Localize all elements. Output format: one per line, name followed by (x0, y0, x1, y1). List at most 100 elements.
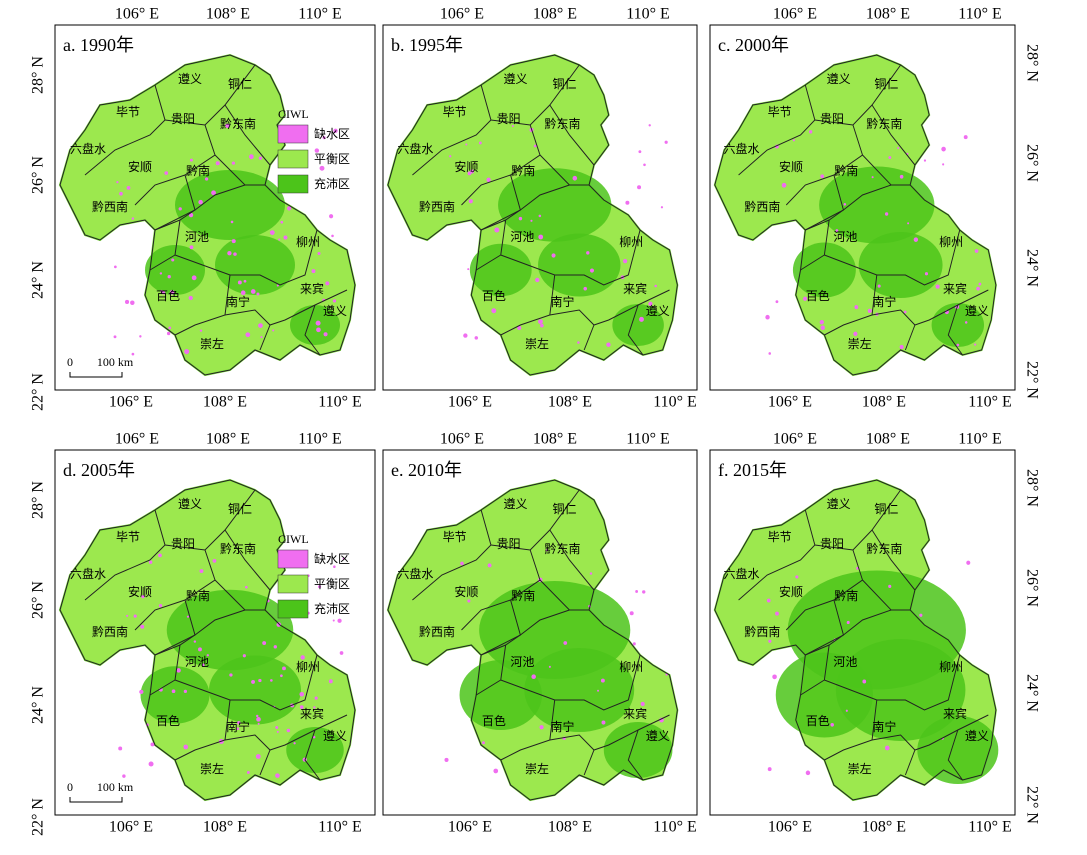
dry-speck (160, 289, 164, 293)
map (58, 53, 357, 377)
region-label: 南宁 (226, 294, 250, 309)
y-tick-label: 26° N (30, 156, 47, 194)
dry-speck (168, 326, 172, 330)
boundary (871, 104, 916, 166)
wet-zone (145, 245, 205, 295)
region-label: 毕节 (443, 530, 467, 544)
dry-speck (899, 174, 904, 179)
boundary (800, 644, 830, 696)
region-label: 百色 (156, 714, 180, 728)
dry-speck (193, 640, 197, 643)
region-label: 黔西南 (419, 199, 455, 214)
dry-speck (287, 206, 292, 211)
dry-speck (820, 325, 825, 331)
x-tick-label: 106° E (448, 819, 492, 836)
dry-speck (538, 319, 543, 325)
boundary (627, 729, 644, 781)
boundary (824, 699, 878, 761)
y-tick-label: 26° N (1023, 144, 1040, 182)
boundary (84, 84, 166, 176)
legend-swatch (277, 574, 309, 594)
dry-speck (854, 305, 859, 310)
region-label: 柳州 (619, 660, 643, 674)
legend-title: CIWL (278, 107, 309, 121)
dry-speck (126, 614, 129, 617)
y-tick-label: 22° N (30, 798, 47, 836)
dry-speck (974, 343, 977, 346)
dry-speck (199, 329, 203, 332)
dry-speck (122, 774, 126, 778)
boundary (843, 609, 892, 636)
boundary (785, 124, 864, 206)
x-tick-label: 108° E (866, 6, 910, 23)
x-tick-label: 108° E (203, 819, 247, 836)
region-label: 贵阳 (820, 537, 844, 551)
dry-speck (114, 265, 117, 269)
region-label: 南宁 (551, 294, 575, 309)
dry-speck (257, 722, 260, 725)
boundary (583, 749, 595, 776)
dry-speck (140, 624, 145, 629)
legend-label: 缺水区 (314, 126, 350, 141)
boundary (224, 714, 348, 751)
dry-speck (269, 230, 275, 235)
wet-zone (917, 716, 999, 784)
y-tick-label: 28° N (1023, 44, 1040, 82)
region-label: 黔南 (834, 588, 858, 603)
dry-speck (924, 272, 929, 276)
region-label: 遵义 (827, 71, 851, 86)
region-label: 百色 (156, 289, 180, 303)
region-label: 河池 (833, 230, 857, 244)
region-label: 黔南 (186, 588, 210, 603)
boundary (871, 714, 989, 751)
legend-label: 缺水区 (314, 551, 350, 566)
dry-speck (150, 742, 155, 747)
boundary (583, 324, 595, 351)
region-label: 毕节 (768, 530, 792, 544)
dry-speck (775, 611, 779, 616)
boundary (500, 654, 641, 711)
dry-speck (805, 770, 811, 776)
dry-speck (835, 229, 839, 233)
boundary (520, 609, 570, 636)
boundary (224, 104, 271, 166)
region-label: 毕节 (443, 105, 467, 119)
dry-speck (765, 314, 770, 320)
y-tick-label: 24° N (30, 261, 47, 299)
dry-speck (158, 603, 163, 608)
dry-speck (250, 289, 256, 294)
dry-speck (167, 275, 171, 279)
dry-speck (551, 253, 556, 258)
x-tick-label: 110° E (626, 6, 670, 23)
dry-speck (333, 128, 338, 133)
panel-title: f. 2015年 (718, 460, 787, 480)
dry-speck (853, 331, 858, 337)
dry-speck (322, 136, 326, 140)
panel-frame (54, 24, 376, 391)
wet-zone (792, 242, 856, 298)
x-tick-label: 108° E (533, 6, 577, 23)
boundary (224, 529, 271, 591)
boundary (871, 529, 916, 591)
region-label: 柳州 (939, 235, 963, 249)
dry-speck (963, 135, 968, 140)
region-label: 崇左 (200, 761, 224, 776)
region-label: 六盘水 (70, 566, 106, 581)
dry-speck (133, 614, 137, 618)
region-label: 遵义 (646, 728, 670, 743)
dry-speck (597, 689, 600, 692)
boundary (947, 304, 963, 356)
dry-speck (941, 146, 946, 152)
boundary (843, 184, 892, 211)
dry-speck (183, 689, 188, 693)
x-tick-label: 108° E (862, 394, 906, 411)
x-tick-label: 108° E (548, 819, 592, 836)
dry-speck (830, 722, 834, 727)
dry-speck (178, 207, 182, 211)
scale-label: 0 (67, 355, 73, 369)
dry-speck (148, 560, 153, 564)
region-label: 来宾 (300, 706, 324, 721)
dry-speck (231, 239, 236, 244)
dry-speck (245, 585, 248, 589)
dry-speck (583, 286, 588, 291)
